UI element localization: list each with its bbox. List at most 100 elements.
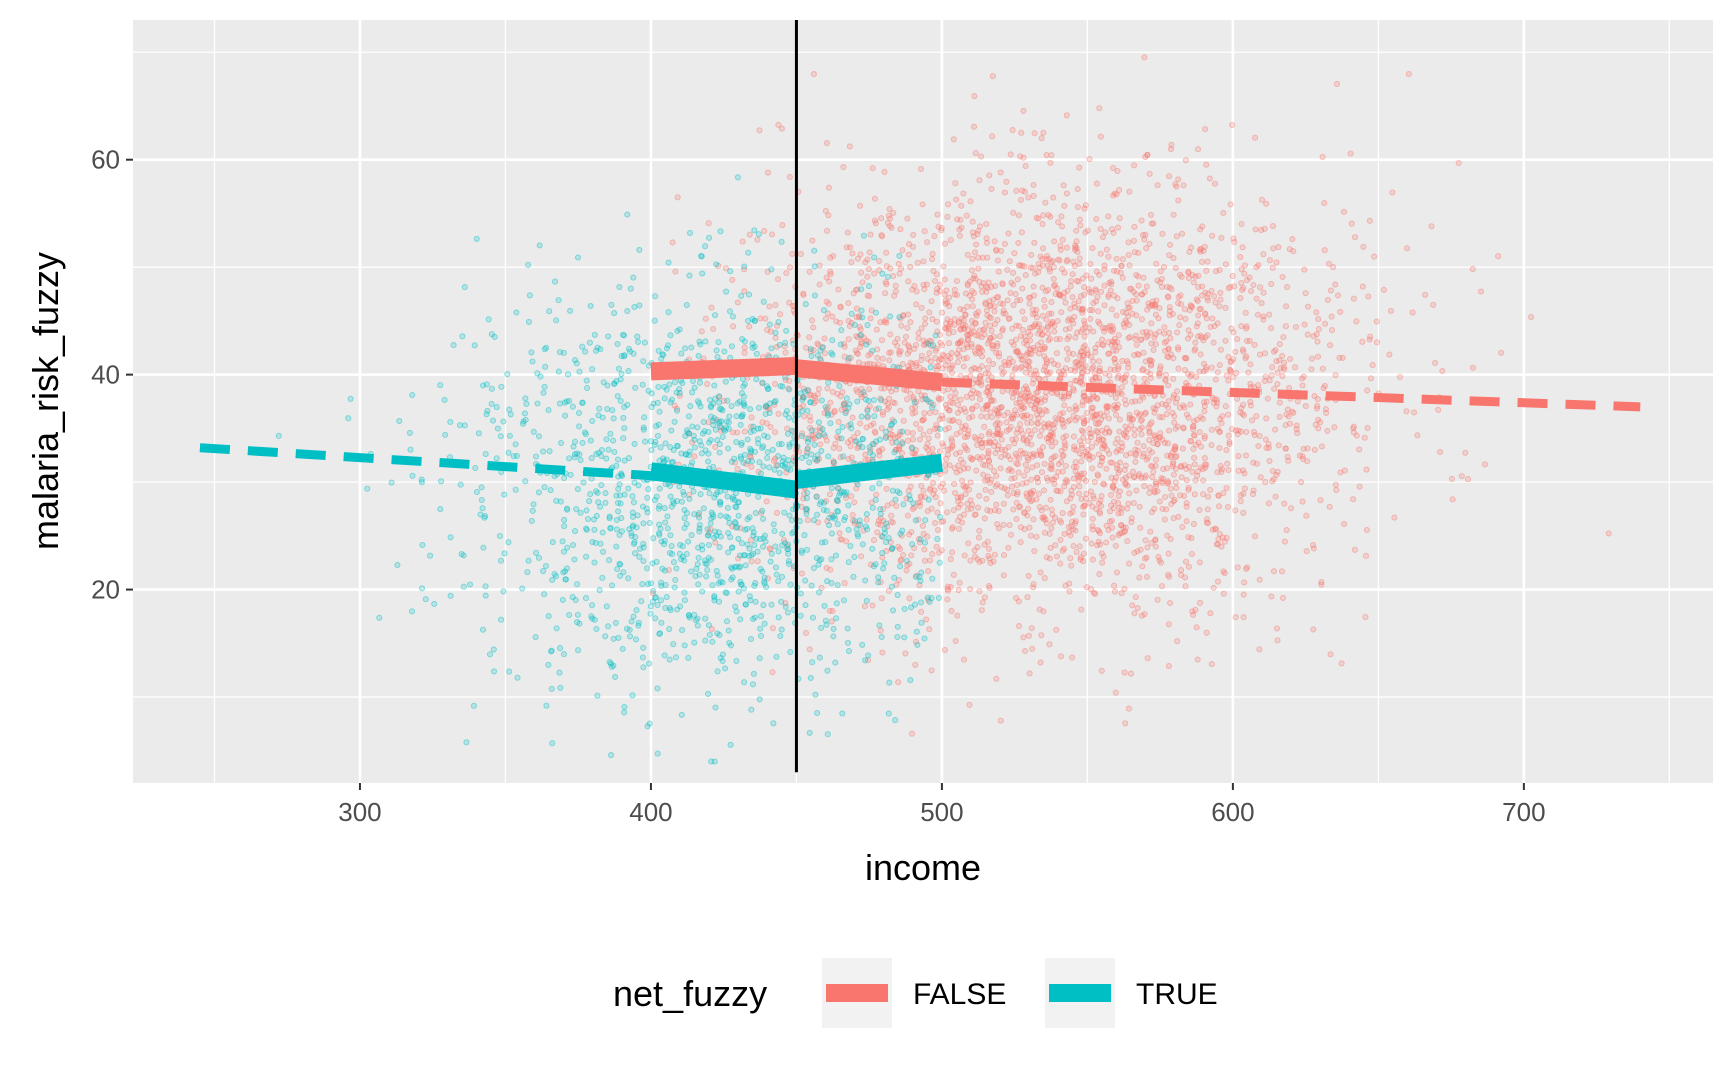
point-false <box>993 501 1000 508</box>
point-false <box>1057 653 1065 660</box>
point-false <box>886 205 893 213</box>
point-false <box>845 336 852 343</box>
point-false <box>1156 414 1163 421</box>
point-false <box>851 499 858 506</box>
point-false <box>1047 465 1054 472</box>
point-false <box>1123 319 1130 326</box>
point-true <box>521 410 528 417</box>
point-false <box>969 455 976 462</box>
point-false <box>1104 403 1111 411</box>
point-false <box>1076 305 1083 312</box>
point-false <box>789 302 796 309</box>
point-true <box>827 420 834 427</box>
point-true <box>811 441 818 448</box>
point-true <box>620 414 627 421</box>
point-false <box>1056 291 1063 298</box>
point-false <box>936 416 943 423</box>
point-false <box>1103 425 1110 432</box>
point-false <box>822 315 830 322</box>
point-false <box>1187 373 1194 380</box>
point-false <box>1217 346 1224 353</box>
point-false <box>1051 281 1058 288</box>
point-true <box>799 396 806 403</box>
point-false <box>1203 629 1210 636</box>
point-false <box>1207 486 1214 493</box>
point-false <box>959 477 966 484</box>
point-false <box>1240 284 1247 292</box>
point-false <box>957 325 964 332</box>
point-true <box>804 439 812 446</box>
point-false <box>1030 581 1037 588</box>
point-true <box>364 485 371 492</box>
point-false <box>1022 162 1029 170</box>
point-false <box>964 303 971 310</box>
point-false <box>1088 586 1095 593</box>
point-false <box>988 327 995 334</box>
point-false <box>1062 365 1069 372</box>
point-false <box>882 398 889 405</box>
point-false <box>902 333 910 340</box>
point-false <box>1322 320 1329 327</box>
point-false <box>863 424 870 431</box>
point-true <box>814 511 821 518</box>
point-true <box>418 585 426 592</box>
point-false <box>1099 427 1106 434</box>
point-false <box>1072 527 1079 534</box>
point-false <box>1007 289 1014 297</box>
point-false <box>1448 475 1455 482</box>
point-false <box>938 395 945 402</box>
point-false <box>1223 485 1230 492</box>
point-false <box>772 334 779 341</box>
point-false <box>1042 376 1049 383</box>
point-false <box>1040 420 1048 427</box>
point-true <box>562 412 569 419</box>
point-true <box>778 626 785 633</box>
point-false <box>1212 376 1219 383</box>
point-false <box>990 558 997 565</box>
point-false <box>916 436 923 443</box>
point-false <box>1119 357 1126 365</box>
point-true <box>689 423 696 430</box>
point-true <box>751 614 759 621</box>
point-true <box>707 520 714 527</box>
point-false <box>1449 496 1456 503</box>
point-true <box>922 517 929 524</box>
point-false <box>1058 309 1065 316</box>
point-false <box>904 437 911 444</box>
point-false <box>1070 320 1077 327</box>
point-false <box>1070 412 1077 419</box>
point-false <box>1066 588 1073 595</box>
point-false <box>1269 264 1276 271</box>
point-false <box>913 341 920 349</box>
point-true <box>574 254 582 261</box>
point-false <box>1207 610 1214 617</box>
point-false <box>1126 188 1133 195</box>
point-false <box>937 483 944 490</box>
point-true <box>912 517 919 524</box>
point-false <box>1300 373 1307 380</box>
point-true <box>595 412 602 419</box>
point-false <box>1248 288 1255 295</box>
point-false <box>1009 372 1016 379</box>
point-false <box>1314 353 1322 360</box>
point-false <box>1006 426 1013 433</box>
point-false <box>987 508 994 515</box>
point-true <box>668 542 675 550</box>
point-false <box>1186 307 1193 314</box>
point-false <box>980 326 987 333</box>
point-false <box>1081 317 1088 324</box>
point-false <box>1068 491 1075 498</box>
point-true <box>747 635 755 643</box>
point-false <box>1026 670 1033 677</box>
point-false <box>1057 246 1064 253</box>
point-false <box>1092 411 1100 418</box>
point-false <box>995 353 1003 360</box>
point-true <box>577 509 584 516</box>
point-false <box>1213 268 1220 275</box>
point-false <box>973 467 980 474</box>
point-false <box>897 265 905 272</box>
point-true <box>388 479 395 486</box>
point-false <box>1201 243 1208 250</box>
point-false <box>1112 394 1119 401</box>
point-true <box>757 536 764 543</box>
